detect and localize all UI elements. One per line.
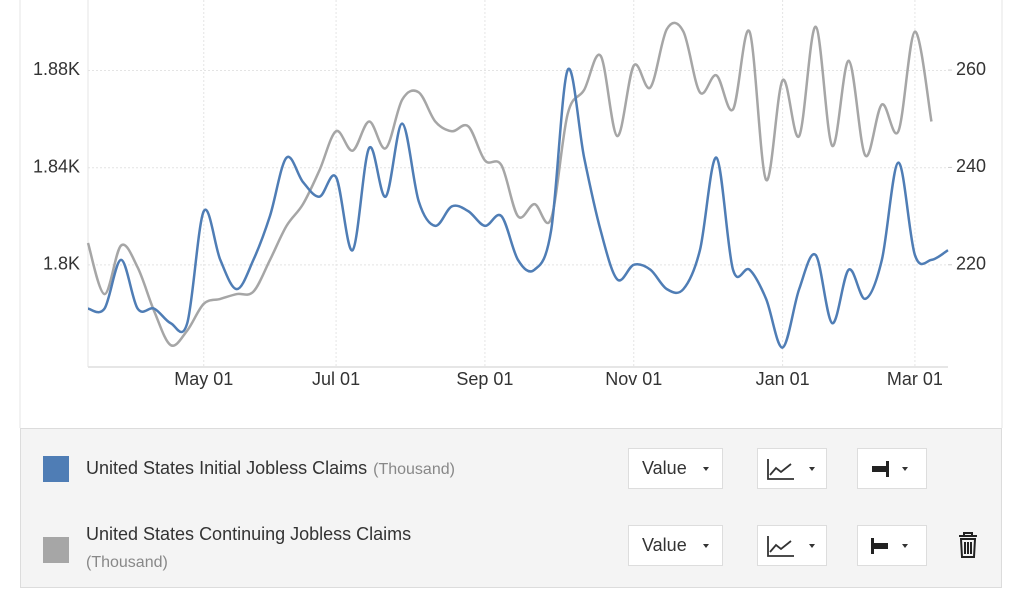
x-tick-label: Nov 01 [605, 369, 662, 389]
legend-panel [20, 428, 1002, 588]
line-icon [767, 536, 794, 557]
y-tick-label: 1.8K [43, 254, 80, 274]
x-tick-label: Sep 01 [456, 369, 513, 389]
legend-unit: (Thousand) [373, 461, 455, 478]
legend-unit: (Thousand) [86, 554, 168, 571]
x-tick-label: Jul 01 [312, 369, 360, 389]
y-tick-label: 1.84K [33, 156, 80, 176]
axis-icon [872, 461, 889, 477]
value-dropdown-label[interactable]: Value [642, 458, 687, 478]
axis-icon [871, 538, 888, 554]
legend-name: United States Continuing Jobless Claims [86, 524, 411, 544]
x-tick-label: Jan 01 [756, 369, 810, 389]
axis-dropdown[interactable] [857, 448, 927, 489]
delete-icon[interactable] [959, 532, 977, 558]
legend-rows: United States Initial Jobless Claims (Tho… [43, 448, 977, 571]
legend-swatch [43, 456, 69, 482]
dropdown-caret [703, 467, 709, 471]
chart-type-dropdown[interactable] [757, 525, 827, 566]
y2-tick-label: 260 [956, 59, 986, 79]
x-tick-label: May 01 [174, 369, 233, 389]
y2-tick-label: 220 [956, 254, 986, 274]
chart-type-dropdown[interactable] [757, 448, 827, 489]
dropdown-caret [902, 544, 908, 548]
dropdown-caret [809, 467, 815, 471]
legend-swatch [43, 537, 69, 563]
dropdown-caret [902, 467, 908, 471]
y-tick-label: 1.88K [33, 59, 80, 79]
series-line [87, 67, 949, 349]
line-icon [767, 459, 794, 480]
value-dropdown-label[interactable]: Value [642, 535, 687, 555]
x-tick-label: Mar 01 [887, 369, 943, 389]
dropdown-caret [809, 544, 815, 548]
axis-dropdown[interactable] [857, 525, 927, 566]
dropdown-caret [703, 544, 709, 548]
legend-name: United States Initial Jobless Claims [86, 458, 367, 478]
y2-tick-label: 240 [956, 156, 986, 176]
series-line [86, 21, 933, 347]
